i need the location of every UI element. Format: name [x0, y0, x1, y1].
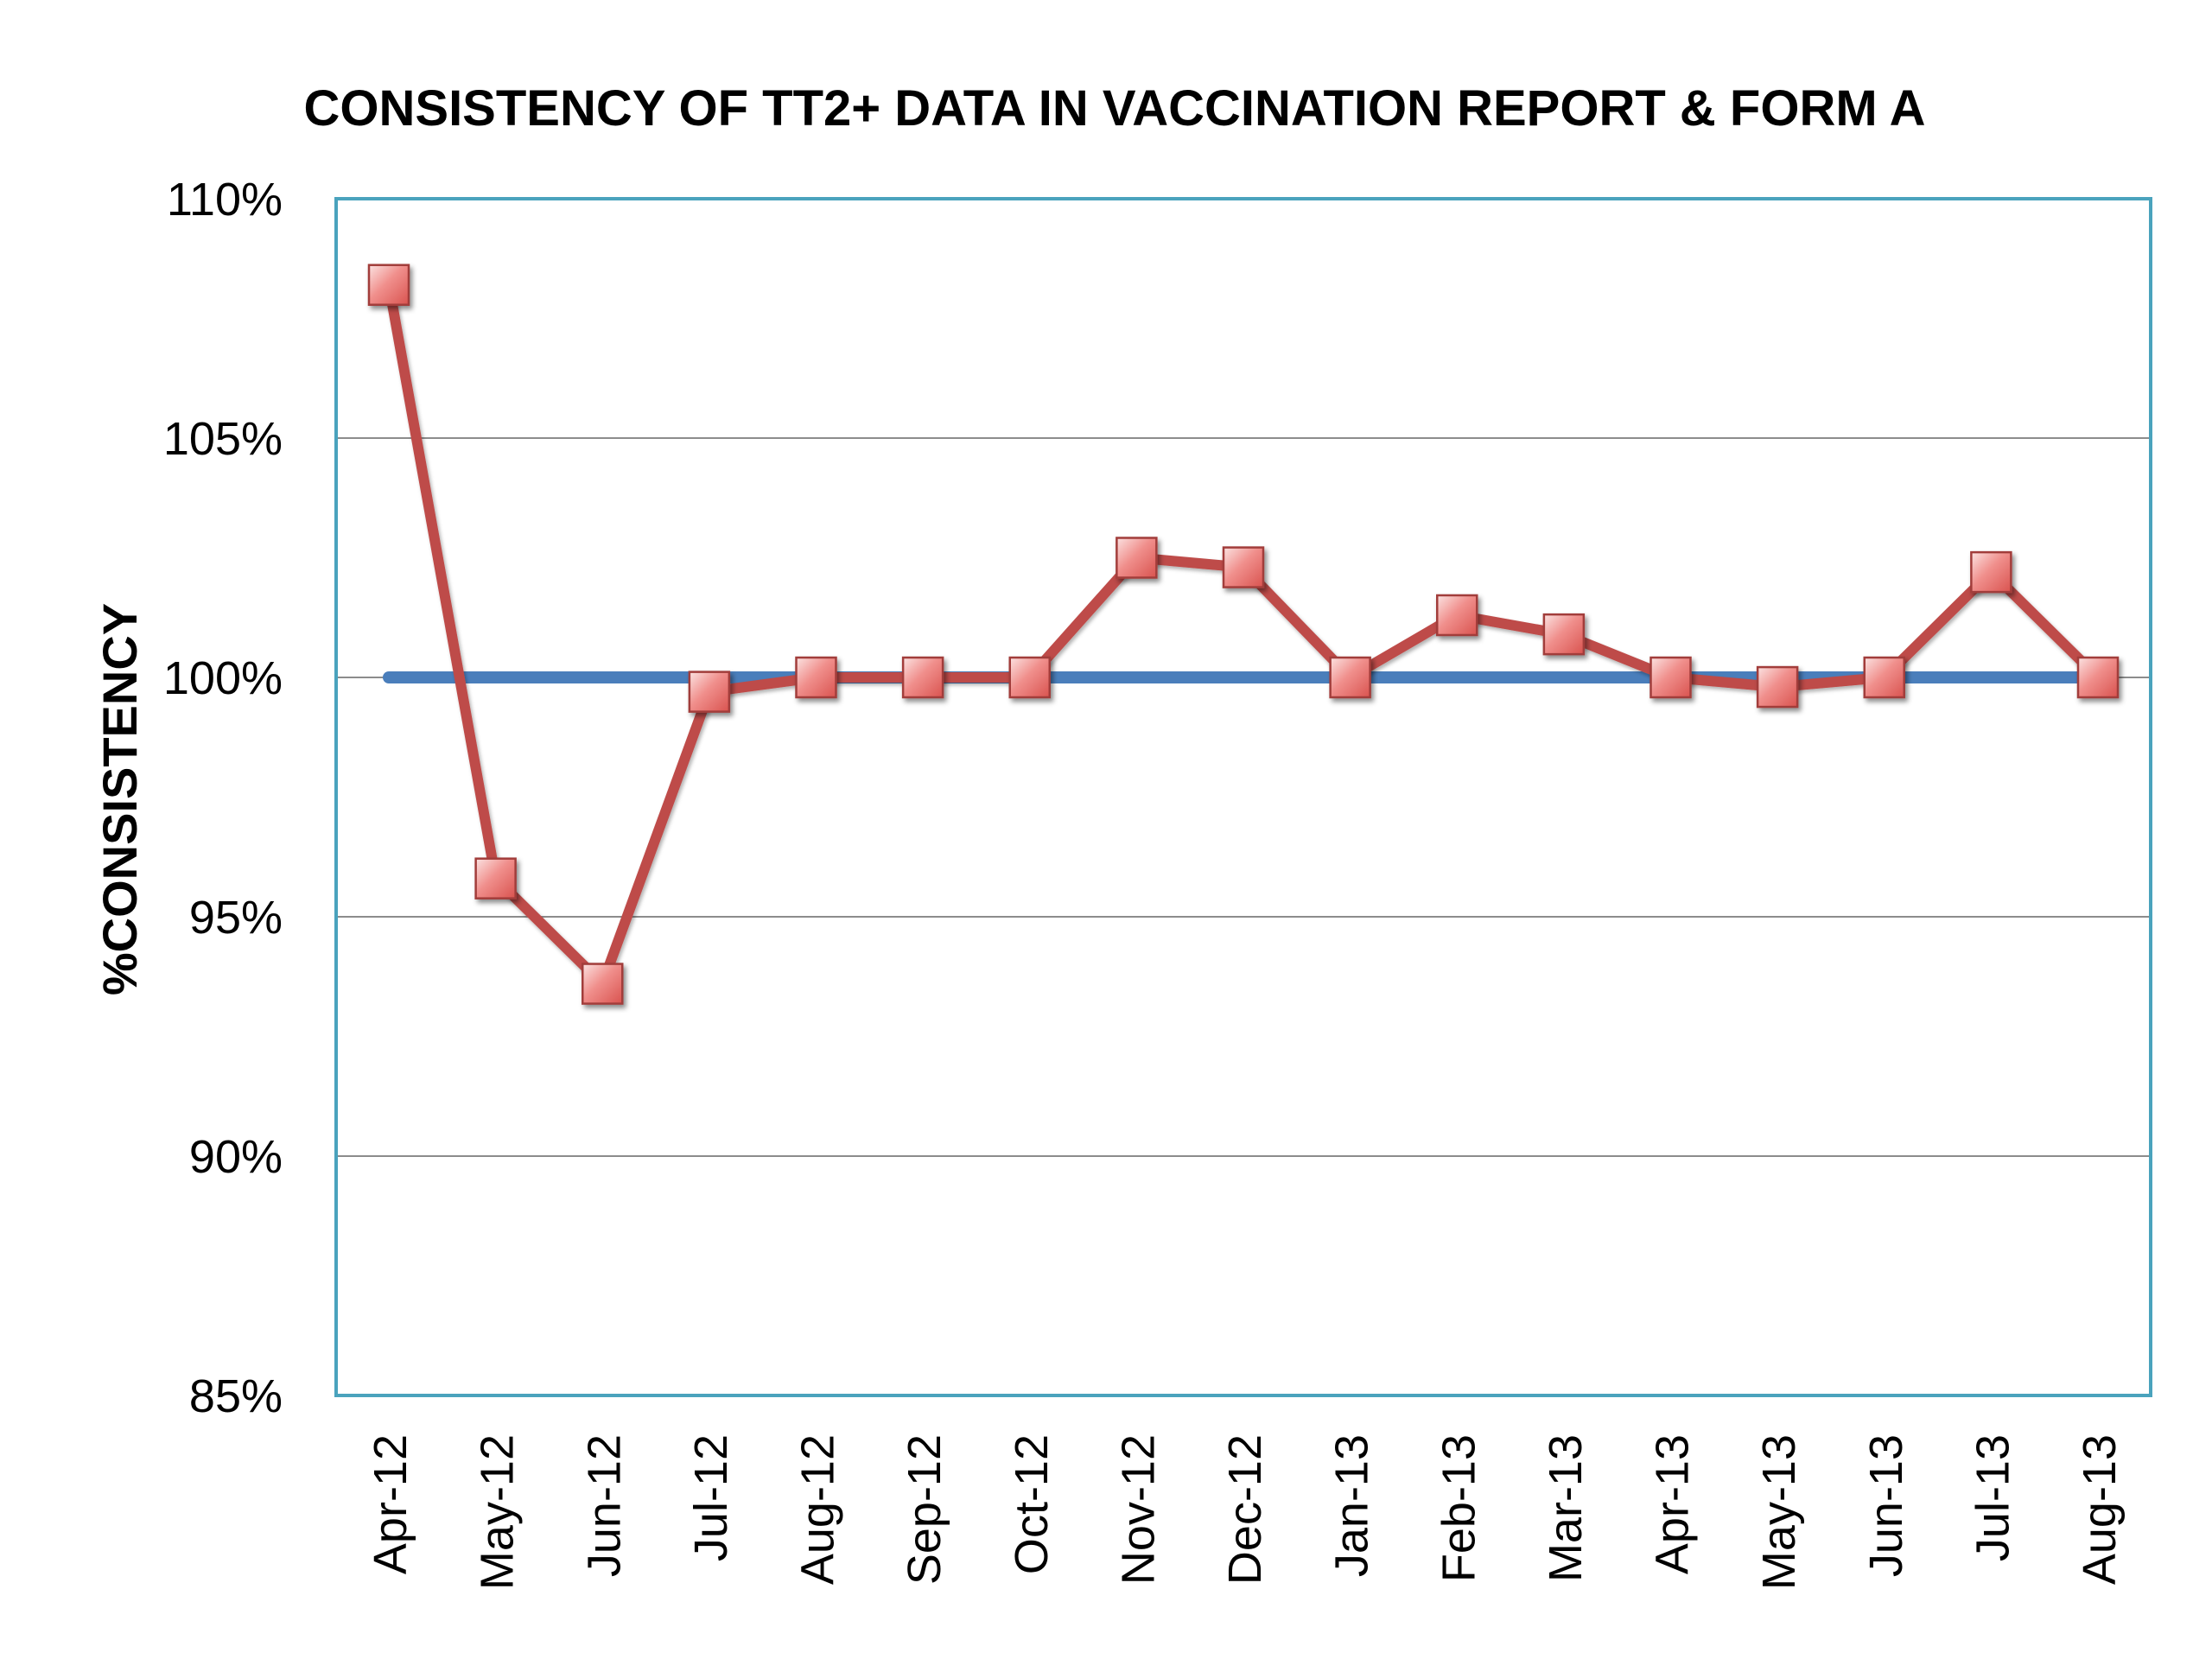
x-axis-ticks: Apr-12 May-12 Jun-12 Jul-12 Aug-12 Sep-12 Oct-… [365, 1434, 2126, 1590]
y-axis-label: %CONSISTENCY [92, 603, 147, 995]
data-point-marker [688, 671, 731, 713]
x-tick-label: Jun-12 [578, 1434, 630, 1577]
y-tick-label: 105% [163, 413, 283, 465]
gridlines [336, 437, 2151, 1157]
data-point-marker [795, 656, 837, 699]
data-point-marker [1222, 546, 1265, 588]
x-tick-label: Oct-12 [1006, 1434, 1058, 1574]
data-point-marker [1542, 613, 1586, 656]
x-tick-label: Aug-12 [792, 1434, 844, 1585]
data-point-marker [1116, 537, 1158, 579]
x-tick-label: May-13 [1753, 1434, 1805, 1590]
plot-area-frame [334, 197, 2152, 1397]
y-axis-ticks: 85% 90% 95% 100% 105% 110% [163, 174, 283, 1422]
series-line-2 [384, 279, 2103, 989]
data-point-marker [1756, 665, 1799, 709]
x-tick-label: Jul-13 [1967, 1434, 2018, 1561]
x-tick-label: Mar-13 [1540, 1434, 1592, 1582]
x-tick-label: Jun-13 [1860, 1434, 1912, 1577]
y-tick-label: 95% [189, 892, 283, 944]
data-point-marker [582, 963, 624, 1005]
x-tick-label: Nov-12 [1112, 1434, 1164, 1585]
series-lines [383, 279, 2104, 989]
x-tick-label: Sep-12 [899, 1434, 950, 1585]
data-point-marker [1329, 656, 1371, 699]
y-tick-label: 100% [163, 652, 283, 704]
data-point-marker [1008, 656, 1051, 699]
x-tick-label: Apr-12 [365, 1434, 416, 1574]
y-tick-label: 90% [189, 1131, 283, 1183]
data-point-marker [1863, 656, 1905, 699]
data-point-marker [901, 656, 944, 699]
x-tick-label: Dec-12 [1219, 1434, 1271, 1585]
data-point-marker [367, 264, 410, 306]
x-tick-label: Jul-12 [685, 1434, 737, 1561]
series-markers [367, 264, 2120, 1005]
data-point-marker [1970, 550, 2012, 594]
data-point-marker [474, 857, 517, 899]
x-tick-label: Feb-13 [1433, 1434, 1484, 1582]
data-point-marker [1436, 594, 1478, 637]
x-tick-label: Jan-13 [1326, 1434, 1378, 1577]
data-point-marker [1649, 656, 1692, 699]
x-tick-label: Aug-13 [2074, 1434, 2126, 1585]
chart-title: CONSISTENCY OF TT2+ DATA IN VACCINATION … [304, 80, 1926, 137]
data-point-marker [2076, 656, 2120, 699]
y-tick-label: 110% [167, 174, 283, 226]
x-tick-label: Apr-13 [1647, 1434, 1699, 1574]
y-tick-label: 85% [189, 1370, 283, 1422]
x-tick-label: May-12 [472, 1434, 524, 1590]
